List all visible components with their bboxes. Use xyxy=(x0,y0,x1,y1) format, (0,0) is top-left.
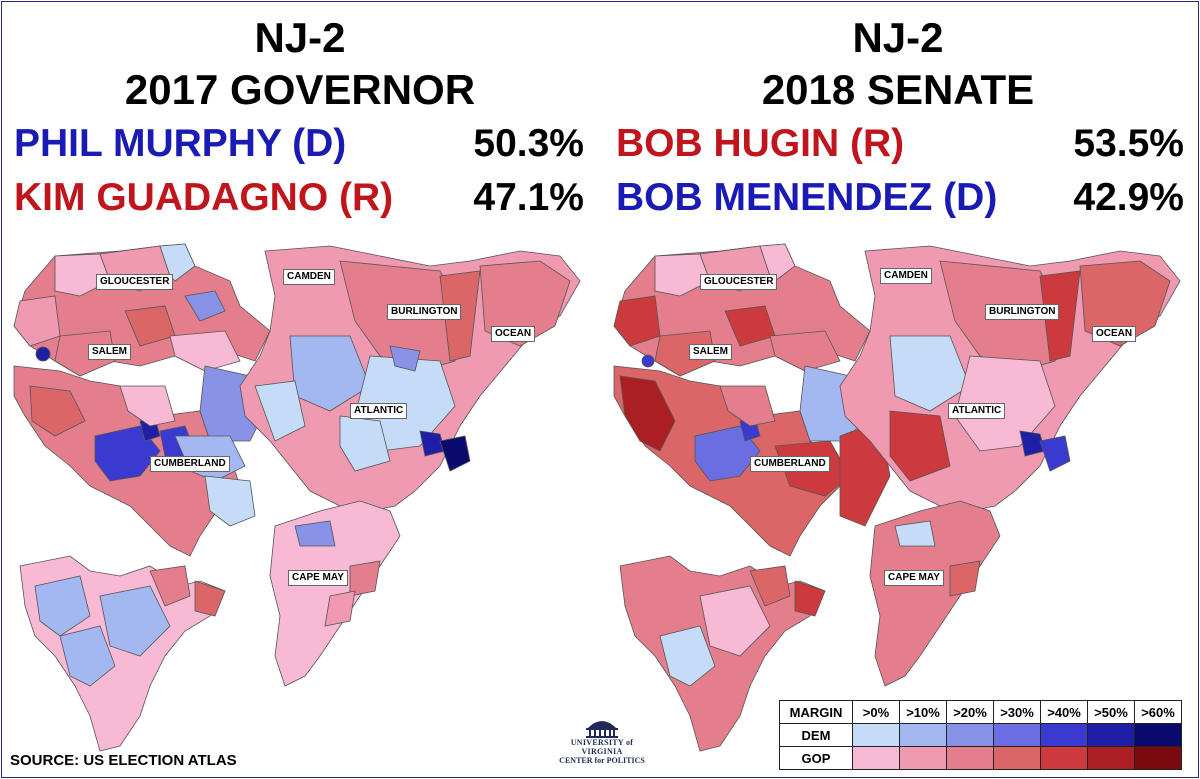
left-label-gloucester: GLOUCESTER xyxy=(96,274,174,290)
legend-gop-swatch xyxy=(1040,746,1088,770)
right-label-cumberland: CUMBERLAND xyxy=(750,456,830,472)
right-candidate-2-pct: 42.9% xyxy=(1073,176,1184,219)
legend-bin-label: >60% xyxy=(1134,700,1182,724)
rotunda-icon xyxy=(586,721,618,738)
right-candidate-2-name: BOB MENENDEZ (D) xyxy=(616,176,998,219)
left-label-ocean: OCEAN xyxy=(491,326,536,342)
legend-dem-row: DEM xyxy=(779,723,1182,747)
legend-dem-swatch xyxy=(993,723,1041,747)
left-candidate-1-name: PHIL MURPHY (D) xyxy=(14,122,347,165)
legend-gop-swatch xyxy=(946,746,994,770)
left-candidate-2-pct: 47.1% xyxy=(473,176,584,219)
legend-bin-label: >30% xyxy=(993,700,1041,724)
left-candidate-1-pct: 50.3% xyxy=(473,122,584,165)
left-label-atlantic: ATLANTIC xyxy=(350,403,408,419)
legend-gop-swatch xyxy=(852,746,900,770)
left-title-line2: 2017 GOVERNOR xyxy=(124,66,476,113)
legend-dem-swatch xyxy=(1087,723,1135,747)
right-label-burlington: BURLINGTON xyxy=(985,304,1060,320)
logo-line1: UNIVERSITY of VIRGINIA xyxy=(570,738,634,756)
legend-gop-label: GOP xyxy=(779,746,853,770)
legend-margin-label: MARGIN xyxy=(779,700,853,724)
left-title-line1: NJ-2 xyxy=(254,14,346,61)
legend-gop-swatch xyxy=(993,746,1041,770)
right-district-map xyxy=(613,243,1181,752)
legend-bin-label: >50% xyxy=(1087,700,1135,724)
legend-gop-swatch xyxy=(1087,746,1135,770)
legend-gop-swatch xyxy=(899,746,947,770)
right-label-gloucester: GLOUCESTER xyxy=(700,274,778,290)
uva-center-for-politics-logo: UNIVERSITY of VIRGINIA CENTER for POLITI… xyxy=(552,716,652,765)
left-district-map xyxy=(13,243,581,752)
legend-dem-label: DEM xyxy=(779,723,853,747)
right-label-camden: CAMDEN xyxy=(880,268,932,284)
legend-dem-swatch xyxy=(946,723,994,747)
left-label-salem: SALEM xyxy=(88,344,131,360)
left-label-burlington: BURLINGTON xyxy=(387,304,462,320)
legend-gop-swatch xyxy=(1134,746,1182,770)
right-title-line2: 2018 SENATE xyxy=(761,66,1035,113)
legend-bin-label: >10% xyxy=(899,700,947,724)
right-label-cape-may: CAPE MAY xyxy=(884,570,944,586)
left-label-cumberland: CUMBERLAND xyxy=(150,456,230,472)
logo-line2: CENTER for POLITICS xyxy=(559,756,645,765)
right-label-atlantic: ATLANTIC xyxy=(948,403,1006,419)
legend-bin-label: >20% xyxy=(946,700,994,724)
margin-legend: MARGIN >0% >10% >20% >30% >40% >50% >60%… xyxy=(779,700,1182,770)
legend-dem-swatch xyxy=(1040,723,1088,747)
legend-dem-swatch xyxy=(1134,723,1182,747)
right-candidate-1-name: BOB HUGIN (R) xyxy=(616,122,905,165)
source-note: SOURCE: US ELECTION ATLAS xyxy=(10,752,237,769)
right-label-salem: SALEM xyxy=(689,344,732,360)
left-candidate-2-name: KIM GUADAGNO (R) xyxy=(14,176,394,219)
legend-dem-swatch xyxy=(852,723,900,747)
legend-gop-row: GOP xyxy=(779,746,1182,770)
left-label-camden: CAMDEN xyxy=(283,269,335,285)
legend-dem-swatch xyxy=(899,723,947,747)
legend-bin-label: >40% xyxy=(1040,700,1088,724)
legend-bin-label: >0% xyxy=(852,700,900,724)
right-label-ocean: OCEAN xyxy=(1092,326,1137,342)
right-title-line1: NJ-2 xyxy=(852,14,944,61)
right-candidate-1-pct: 53.5% xyxy=(1073,122,1184,165)
left-label-cape-may: CAPE MAY xyxy=(288,570,348,586)
legend-header-row: MARGIN >0% >10% >20% >30% >40% >50% >60% xyxy=(779,700,1182,724)
